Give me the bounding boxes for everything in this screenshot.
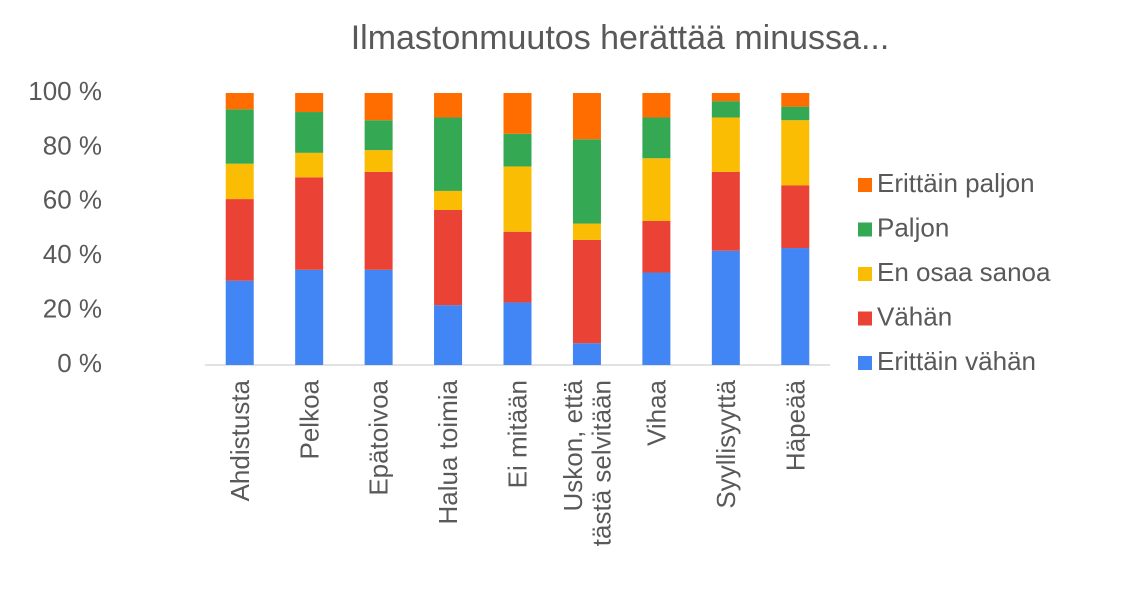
bar-segment (225, 163, 254, 200)
bar-segment (572, 239, 601, 344)
x-tick-label: Vihaa (641, 379, 671, 446)
bar-segment (642, 93, 671, 118)
bar-segment (225, 280, 254, 365)
x-tick-label: Syyllisyyttä (711, 379, 741, 508)
x-tick-label: Ahdistusta (225, 379, 255, 501)
bar-segment (295, 93, 324, 113)
bar-segment (572, 139, 601, 224)
bar-segment (642, 117, 671, 159)
bar-segment (711, 117, 740, 172)
bar-segment (711, 93, 740, 102)
bar-segment (364, 269, 393, 365)
y-tick-label: 0 % (57, 348, 102, 378)
x-tick-label: Halua toimia (433, 379, 463, 524)
bar-segment (572, 93, 601, 140)
bar-segment (225, 199, 254, 281)
bar-segment (295, 152, 324, 178)
bar-segment (642, 220, 671, 273)
y-tick-label: 40 % (43, 239, 102, 269)
x-tick-label: Uskon, ettätästä selvitään (558, 379, 617, 546)
y-tick-label: 20 % (43, 293, 102, 323)
bar-segment (781, 120, 810, 186)
legend-label: Paljon (877, 212, 949, 242)
legend-swatch (858, 267, 872, 281)
x-tick-label: Pelkoa (294, 379, 324, 459)
bar-segment (503, 302, 532, 365)
legend-label: Erittäin vähän (877, 346, 1036, 376)
bar-segment (434, 209, 463, 306)
x-tick-label: Epätoivoa (364, 379, 394, 495)
bar-segment (781, 248, 810, 365)
bar-segment (781, 93, 810, 107)
legend-label: Erittäin paljon (877, 168, 1035, 198)
bar-segment (434, 190, 463, 210)
y-tick-label: 60 % (43, 185, 102, 215)
bar-segment (711, 250, 740, 365)
legend-swatch (858, 222, 872, 237)
bar-segment (364, 150, 393, 172)
bar-segment (434, 93, 463, 118)
bar-segment (711, 101, 740, 118)
y-tick-label: 80 % (43, 130, 102, 160)
bar-segment (295, 177, 324, 270)
bar-segment (434, 117, 463, 191)
bar-segment (711, 171, 740, 251)
bar-segment (781, 185, 810, 249)
bar-segment (781, 106, 810, 121)
x-tick-label: Häpeää (780, 379, 810, 471)
bar-segment (364, 120, 393, 151)
bar-segment (434, 305, 463, 365)
bar-segment (642, 272, 671, 365)
x-tick-label: Ei mitään (503, 380, 533, 488)
bar-segment (295, 112, 324, 153)
legend-swatch (858, 356, 872, 370)
legend-label: Vähän (877, 301, 952, 331)
bar-segment (364, 171, 393, 270)
bar-segment (642, 158, 671, 221)
legend-swatch (858, 178, 872, 192)
bar-segment (503, 166, 532, 232)
legend-swatch (858, 311, 872, 326)
bar-segment (295, 269, 324, 365)
bar-segment (572, 223, 601, 240)
bar-segment (503, 133, 532, 167)
bar-segment (503, 93, 532, 134)
chart-title: Ilmastonmuutos herättää minussa... (351, 19, 890, 57)
legend-label: En osaa sanoa (877, 257, 1051, 287)
bar-segment (225, 93, 254, 110)
bar-segment (225, 109, 254, 164)
y-tick-label: 100 % (28, 76, 102, 106)
bar-segment (364, 93, 393, 121)
bar-segment (503, 231, 532, 303)
bar-segment (572, 343, 601, 365)
